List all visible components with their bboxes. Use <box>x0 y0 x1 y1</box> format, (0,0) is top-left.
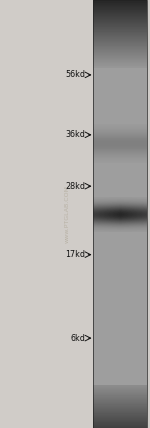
Text: 56kd: 56kd <box>66 70 85 80</box>
Text: 17kd: 17kd <box>66 250 85 259</box>
Text: www.PTGLAB.COM: www.PTGLAB.COM <box>65 185 70 243</box>
Bar <box>93 0 147 428</box>
Text: 36kd: 36kd <box>66 130 85 140</box>
Text: 6kd: 6kd <box>71 333 85 343</box>
Text: 28kd: 28kd <box>66 181 85 191</box>
